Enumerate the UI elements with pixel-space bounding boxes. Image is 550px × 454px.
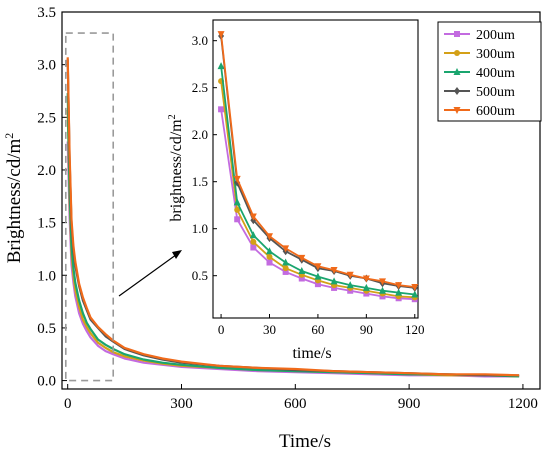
inset-data-point — [454, 50, 460, 56]
inset-y-tick-label: 3.0 — [192, 33, 208, 48]
inset-data-point — [233, 198, 241, 206]
inset-data-point — [362, 275, 370, 283]
inset-data-point — [362, 283, 370, 291]
inset-data-point — [314, 263, 322, 271]
inset-data-point — [282, 268, 289, 275]
inset-data-point — [453, 107, 461, 114]
inset-data-point — [265, 233, 273, 241]
inset-data-point — [314, 281, 321, 288]
inset-data-point — [266, 259, 273, 266]
inset-data-point — [218, 106, 225, 113]
inset-data-point — [298, 266, 306, 274]
inset-data-point — [249, 213, 257, 221]
inset-data-point — [250, 244, 257, 251]
inset-data-point — [454, 31, 460, 37]
legend-entry-label: 400um — [476, 66, 515, 81]
inset-data-point — [411, 283, 419, 291]
inset-plot-frame — [212, 19, 419, 319]
inset-data-point — [395, 282, 403, 290]
main-y-tick-label: 3.0 — [37, 58, 56, 74]
inset-y-tick-label: 1.5 — [192, 174, 208, 189]
inset-data-point — [346, 271, 354, 279]
legend-entry-label: 600um — [476, 104, 515, 119]
inset-data-point — [282, 265, 289, 272]
main-x-tick-label: 900 — [398, 396, 421, 412]
inset-data-point — [282, 258, 290, 266]
inset-data-point — [314, 272, 322, 280]
inset-data-point — [346, 281, 354, 289]
inset-y-tick-label: 1.0 — [192, 221, 208, 236]
main-y-tick-label: 2.5 — [37, 110, 56, 126]
main-y-tick-label: 1.5 — [37, 216, 56, 232]
main-y-tick-label: 1.0 — [37, 268, 56, 284]
inset-data-point — [298, 275, 305, 282]
zoom-arrow-head — [172, 250, 182, 259]
main-x-tick-label: 1200 — [508, 396, 538, 412]
inset-x-tick-label: 120 — [405, 322, 425, 337]
inset-data-point — [234, 216, 241, 223]
main-y-axis-label-superscript: 2 — [2, 133, 16, 139]
inset-y-tick-label: 2.5 — [192, 80, 208, 95]
zoom-arrow — [118, 251, 181, 297]
main-series-line — [66, 57, 520, 377]
main-x-axis-label: Time/s — [279, 431, 331, 452]
inset-data-point — [233, 175, 241, 183]
inset-x-tick-label: 0 — [218, 322, 225, 337]
inset-y-axis-label-superscript: 2 — [167, 114, 178, 119]
main-y-tick-label: 3.5 — [37, 5, 56, 21]
legend-entry-label: 300um — [476, 47, 515, 62]
inset-data-point — [217, 31, 225, 39]
inset-y-tick-label: 0.5 — [192, 268, 208, 283]
inset-data-point — [411, 290, 419, 298]
inset-data-point — [454, 87, 460, 95]
main-y-axis-label: Brightness/cd/m2 — [2, 133, 25, 264]
inset-data-point — [330, 277, 338, 285]
inset-data-point — [453, 68, 461, 75]
inset-y-axis-label: brightness/cd/m2 — [167, 114, 185, 221]
inset-data-point — [378, 286, 386, 294]
inset-data-point — [265, 247, 273, 255]
inset-data-point — [330, 267, 338, 275]
inset-data-point — [282, 245, 290, 253]
inset-data-point — [249, 231, 257, 239]
inset-data-point — [250, 238, 257, 245]
main-plot-frame — [61, 11, 541, 390]
inset-chart: 0 30 60 90 120 0.5 1.0 1.5 2.0 2.5 3.0 — [192, 19, 425, 337]
inset-data-point — [217, 62, 225, 70]
inset-x-tick-label: 90 — [360, 322, 373, 337]
main-y-tick-label: 0.5 — [37, 321, 56, 337]
main-y-tick-label: 2.0 — [37, 163, 56, 179]
inset-data-point — [378, 278, 386, 286]
main-y-axis-label-main: Brightness/cd/m — [4, 139, 25, 264]
legend-entry-label: 200um — [476, 28, 515, 43]
legend-entry-label: 500um — [476, 85, 515, 100]
inset-x-tick-label: 30 — [263, 322, 276, 337]
main-y-tick-label: 0.0 — [37, 374, 56, 390]
inset-y-tick-label: 2.0 — [192, 127, 208, 142]
inset-data-point — [298, 254, 306, 262]
main-x-tick-label: 0 — [64, 396, 72, 412]
inset-x-axis-label: time/s — [292, 345, 331, 362]
inset-data-point — [266, 253, 273, 260]
inset-data-point — [234, 206, 241, 213]
legend: 200um 300um 400um 500um 600um — [437, 21, 542, 122]
zoom-region-box — [64, 32, 115, 382]
main-x-tick-label: 300 — [170, 396, 193, 412]
inset-data-point — [395, 288, 403, 296]
inset-x-tick-label: 60 — [311, 322, 324, 337]
main-x-tick-label: 600 — [284, 396, 307, 412]
inset-y-axis-label-main: brightness/cd/m — [168, 119, 185, 222]
